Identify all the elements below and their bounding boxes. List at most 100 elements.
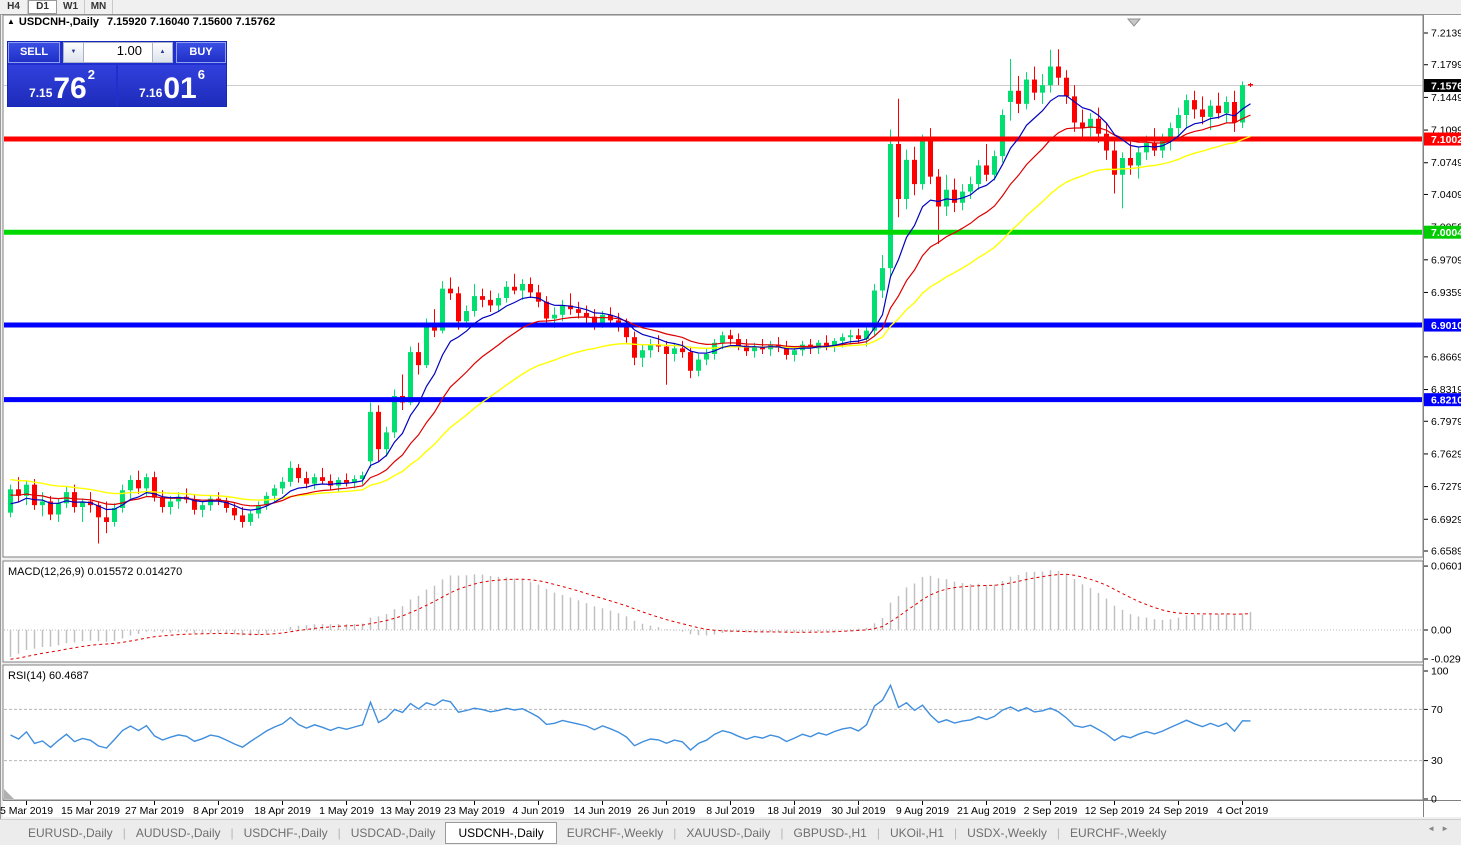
- tab-separator: |: [780, 826, 784, 840]
- svg-text:4 Oct 2019: 4 Oct 2019: [1217, 805, 1269, 817]
- ma-slow-line: [10, 135, 1251, 501]
- tab-item[interactable]: UKOil-,H1: [889, 826, 944, 840]
- svg-text:30 Jul 2019: 30 Jul 2019: [831, 805, 885, 817]
- timeframe-d1-button[interactable]: D1: [28, 0, 57, 14]
- macd-layer: [4, 570, 1422, 660]
- svg-text:6.83190: 6.83190: [1431, 384, 1461, 396]
- svg-text:7.17990: 7.17990: [1431, 59, 1461, 71]
- ohlc-values: 7.15920 7.16040 7.15600 7.15762: [107, 16, 276, 28]
- volume-input[interactable]: 1.00: [84, 42, 152, 63]
- macd-indicator-label: MACD(12,26,9) 0.015572 0.014270: [8, 566, 183, 578]
- ask-price-button[interactable]: 7.16 01 6: [118, 65, 226, 106]
- tab-item[interactable]: GBPUSD-,H1: [793, 826, 867, 840]
- svg-text:18 Apr 2019: 18 Apr 2019: [254, 805, 311, 817]
- tab-item[interactable]: XAUUSD-,Daily: [686, 826, 771, 840]
- svg-text:0: 0: [1431, 794, 1437, 806]
- macd-signal-line: [10, 573, 1251, 660]
- svg-text:0.00: 0.00: [1431, 625, 1452, 637]
- tab-item[interactable]: AUDUSD-,Daily: [135, 826, 221, 840]
- svg-text:6.79790: 6.79790: [1431, 416, 1461, 428]
- svg-text:6.97090: 6.97090: [1431, 254, 1461, 266]
- svg-text:24 Sep 2019: 24 Sep 2019: [1149, 805, 1209, 817]
- timeframe-mn-button[interactable]: MN: [85, 0, 113, 14]
- svg-text:6.76290: 6.76290: [1431, 448, 1461, 460]
- svg-text:26 Jun 2019: 26 Jun 2019: [638, 805, 696, 817]
- price-badge: 6.90100: [1424, 318, 1461, 332]
- tab-item[interactable]: USDCAD-,Daily: [350, 826, 436, 840]
- chart-shift-marker-icon: [1126, 18, 1142, 27]
- svg-text:6.72790: 6.72790: [1431, 481, 1461, 493]
- ask-price-pip: 6: [197, 67, 205, 82]
- price-badge: 7.10029: [1424, 132, 1461, 146]
- main-chart-layer: [4, 49, 1422, 544]
- tab-separator: |: [1056, 826, 1061, 840]
- one-click-trading-panel: SELL ▼ 1.00 ▲ BUY 7.15 76 2 7.16 01 6: [8, 42, 226, 106]
- svg-text:12 Sep 2019: 12 Sep 2019: [1085, 805, 1145, 817]
- svg-text:5 Mar 2019: 5 Mar 2019: [0, 805, 53, 817]
- tab-separator: |: [673, 826, 677, 840]
- svg-text:15 Mar 2019: 15 Mar 2019: [61, 805, 120, 817]
- rsi-line: [10, 683, 1251, 751]
- tab-item[interactable]: EURCHF-,Weekly: [566, 826, 664, 840]
- price-badge: 7.15762: [1424, 79, 1461, 93]
- svg-text:7.15762: 7.15762: [1431, 81, 1461, 93]
- svg-text:4 Jun 2019: 4 Jun 2019: [513, 805, 565, 817]
- time-axis-area: [3, 801, 1423, 817]
- bid-price-main: 76: [53, 72, 87, 105]
- svg-text:2 Sep 2019: 2 Sep 2019: [1024, 805, 1078, 817]
- svg-text:7.14490: 7.14490: [1431, 92, 1461, 104]
- price-badge: 7.00048: [1424, 225, 1461, 239]
- svg-text:8 Apr 2019: 8 Apr 2019: [193, 805, 244, 817]
- chart-tab-bar: EURUSD-,Daily | AUDUSD-,Daily | USDCHF-,Dail…: [0, 819, 1461, 845]
- tab-item[interactable]: EURUSD-,Daily: [28, 826, 113, 840]
- tab-scroll-arrows[interactable]: ◄►: [1427, 824, 1455, 833]
- svg-text:70: 70: [1431, 704, 1443, 716]
- svg-text:6.93590: 6.93590: [1431, 287, 1461, 299]
- rsi-indicator-label: RSI(14) 60.4687: [8, 670, 89, 682]
- tab-scroll-left-icon[interactable]: ◄: [1427, 824, 1442, 833]
- collapse-panel-icon[interactable]: ▲: [7, 17, 15, 26]
- svg-text:7.07490: 7.07490: [1431, 157, 1461, 169]
- candlestick-chart[interactable]: 7.213907.179907.144907.109907.074907.040…: [0, 14, 1461, 845]
- ask-price-main: 01: [163, 72, 197, 105]
- bid-price-prefix: 7.15: [29, 86, 53, 100]
- tab-item-active[interactable]: USDCNH-,Daily: [445, 822, 557, 844]
- rsi-pane: [2, 664, 1424, 801]
- tab-separator: |: [337, 826, 341, 840]
- svg-text:14 Jun 2019: 14 Jun 2019: [574, 805, 632, 817]
- tab-separator: |: [954, 826, 958, 840]
- svg-text:7.04090: 7.04090: [1431, 189, 1461, 201]
- svg-text:6.90100: 6.90100: [1431, 320, 1461, 332]
- svg-text:18 Jul 2019: 18 Jul 2019: [767, 805, 821, 817]
- volume-increase-button[interactable]: ▲: [152, 42, 173, 63]
- tab-item[interactable]: USDX-,Weekly: [967, 826, 1047, 840]
- svg-text:9 Aug 2019: 9 Aug 2019: [896, 805, 949, 817]
- price-axis-area: [1423, 15, 1461, 817]
- ask-price-prefix: 7.16: [139, 86, 163, 100]
- tab-item[interactable]: EURCHF-,Weekly: [1070, 826, 1167, 840]
- svg-text:6.82103: 6.82103: [1431, 395, 1461, 407]
- ma-mid-line: [10, 114, 1251, 507]
- bid-price-pip: 2: [87, 67, 95, 82]
- svg-text:7.10029: 7.10029: [1431, 134, 1461, 146]
- svg-text:100: 100: [1431, 666, 1449, 678]
- volume-decrease-button[interactable]: ▼: [63, 42, 84, 63]
- svg-text:7.21390: 7.21390: [1431, 28, 1461, 40]
- timeframe-w1-button[interactable]: W1: [57, 0, 85, 14]
- tab-scroll-right-icon[interactable]: ►: [1441, 824, 1455, 833]
- price-axis: 7.213907.179907.144907.109907.074907.040…: [1424, 28, 1461, 806]
- bid-price-button[interactable]: 7.15 76 2: [8, 65, 116, 106]
- tab-separator: |: [230, 826, 234, 840]
- svg-text:30: 30: [1431, 755, 1443, 767]
- time-axis: 5 Mar 2019 15 Mar 2019 27 Mar 2019 8 Apr 20…: [0, 801, 1268, 817]
- svg-text:27 Mar 2019: 27 Mar 2019: [125, 805, 184, 817]
- timeframe-h4-button[interactable]: H4: [0, 0, 28, 14]
- pane-resize-grip-icon: [4, 789, 14, 799]
- svg-text:6.69290: 6.69290: [1431, 514, 1461, 526]
- tab-item[interactable]: USDCHF-,Daily: [243, 826, 328, 840]
- macd-histogram: [9, 570, 1252, 657]
- buy-button[interactable]: BUY: [176, 42, 226, 63]
- sell-button[interactable]: SELL: [8, 42, 60, 63]
